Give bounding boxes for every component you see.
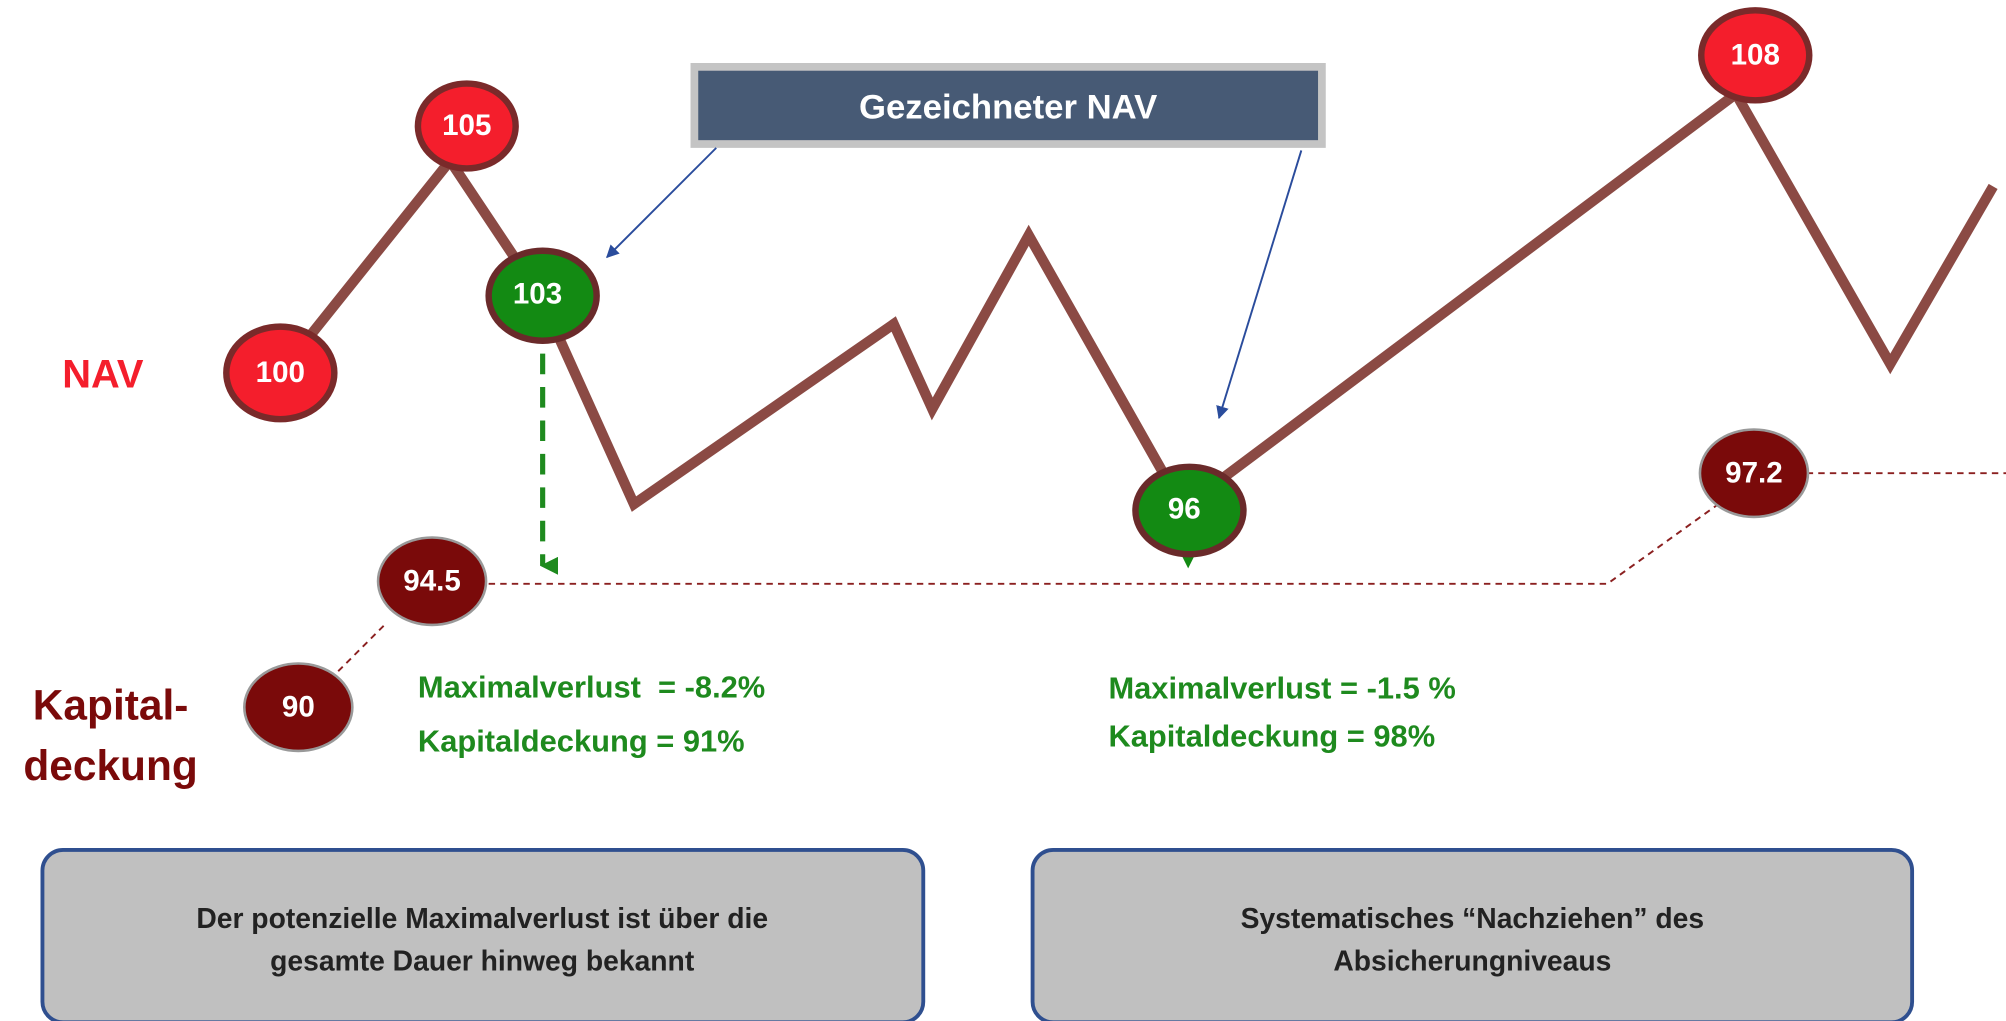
note-box bbox=[40, 848, 926, 1021]
floor-node: 97.2 bbox=[1698, 428, 1810, 519]
callout-text: Gezeichneter NAV bbox=[859, 88, 1157, 126]
nav-node: 100 bbox=[223, 323, 338, 423]
nav-node: 96 bbox=[1132, 463, 1247, 569]
floor-node: 94.5 bbox=[376, 536, 488, 627]
node-label: 96 bbox=[1168, 492, 1201, 525]
node-label: 105 bbox=[442, 109, 491, 142]
note-text: Systematisches “Nachziehen” des bbox=[1241, 902, 1704, 934]
callout-box bbox=[690, 63, 1326, 148]
node-label: 103 bbox=[513, 278, 562, 311]
result-text: Kapitaldeckung = 91% bbox=[418, 723, 745, 758]
node-label: 108 bbox=[1731, 38, 1780, 71]
floor-line bbox=[488, 504, 1718, 585]
node-label: 100 bbox=[256, 356, 305, 389]
floor-line bbox=[337, 622, 387, 672]
capital-label: Kapital- bbox=[33, 682, 189, 729]
node-label: 90 bbox=[282, 690, 315, 723]
nav-node: 103 bbox=[485, 247, 600, 344]
callout-arrow bbox=[1216, 150, 1303, 420]
node-label: 94.5 bbox=[403, 564, 461, 597]
callout-arrow bbox=[606, 147, 717, 259]
floor-node: 90 bbox=[243, 662, 354, 753]
capital-label: deckung bbox=[23, 742, 197, 789]
result-text: Maximalverlust = -1.5 % bbox=[1108, 671, 1455, 706]
note-text: gesamte Dauer hinweg bekannt bbox=[270, 945, 695, 977]
nav-node: 108 bbox=[1698, 7, 1813, 104]
nav-line bbox=[276, 86, 1998, 516]
note-text: Der potenzielle Maximalverlust ist über … bbox=[196, 902, 768, 934]
nav-node: 105 bbox=[414, 80, 519, 172]
result-text: Maximalverlust = -8.2% bbox=[418, 669, 765, 704]
note-text: Absicherungniveaus bbox=[1333, 945, 1611, 977]
note-box bbox=[1030, 848, 1915, 1021]
nav-label: NAV bbox=[62, 352, 144, 396]
node-label: 97.2 bbox=[1725, 456, 1783, 489]
result-text: Kapitaldeckung = 98% bbox=[1108, 718, 1435, 753]
